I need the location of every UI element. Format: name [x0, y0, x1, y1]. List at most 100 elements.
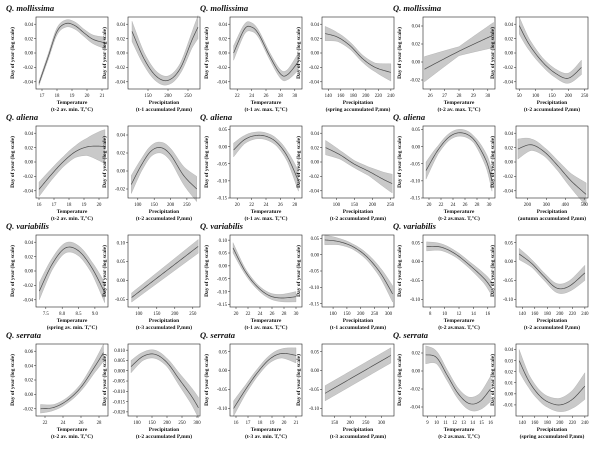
y-tick-label: -0.02	[217, 66, 228, 71]
subplot-17: Q. variabilis 8 10 12 14 16 -0.10 -0.05 0.00 0.05…	[393, 221, 496, 331]
y-axis-label: Day of year (log scale)	[101, 27, 108, 79]
x-axis-label: Precipitation	[343, 209, 373, 215]
subplot-15: Q. variabilis 20 22 24 26 28 30 -0.15 -0.10 -0.05…	[200, 221, 303, 331]
y-tick-label: 0.00	[117, 279, 126, 284]
x-tick-label: 160	[531, 421, 539, 426]
y-tick-label: 0.02	[505, 37, 514, 42]
x-tick-label: 200	[565, 94, 573, 99]
y-tick-label: 0.02	[219, 37, 228, 42]
species-title: Q. mollissima	[6, 3, 55, 13]
subplot-16: 100 150 200 250 300 -0.15 -0.10 -0.05 0.00 0.05 Pr…	[295, 234, 395, 331]
x-axis-sublabel: (spring accumulated P,mm)	[520, 433, 585, 440]
x-tick-label: 220	[569, 312, 577, 317]
species-title: Q. aliena	[200, 112, 233, 122]
confidence-band	[233, 347, 297, 417]
x-axis-label: Precipitation	[149, 318, 179, 324]
y-tick-label: -0.005	[113, 380, 126, 385]
x-tick-label: 22	[249, 203, 254, 208]
x-tick-label: 7.5	[43, 312, 50, 317]
y-tick-label: 0.02	[25, 379, 34, 384]
x-tick-label: 250	[184, 94, 192, 99]
y-tick-label: -0.10	[217, 180, 228, 185]
y-tick-label: 0.02	[25, 255, 34, 260]
x-tick-label: 21	[100, 94, 105, 99]
subplot-2: 150 200 250 -0.04 -0.02 0.00 0.02 0.04 Precipita…	[101, 15, 201, 113]
species-title: Q. serrata	[200, 330, 236, 340]
fitted-curve	[232, 247, 297, 299]
y-tick-label: 0.05	[505, 241, 514, 246]
y-tick-label: 0.02	[505, 370, 514, 375]
y-axis-label: Day of year (log scale)	[101, 245, 108, 297]
fitted-curve	[38, 22, 106, 84]
species-title: Q. aliena	[393, 112, 426, 122]
y-tick-label: -0.10	[309, 286, 320, 291]
y-tick-label: 0.02	[25, 146, 34, 151]
confidence-band	[517, 137, 587, 207]
x-axis-sublabel: (spring av. min. T,°C)	[47, 324, 98, 331]
fitted-curve	[518, 25, 582, 79]
x-axis-sublabel: (t-2 av.max. T,°C)	[438, 433, 480, 440]
x-tick-label: 12	[452, 421, 457, 426]
x-tick-label: 19	[270, 421, 275, 426]
y-tick-label: -0.05	[410, 279, 421, 284]
y-axis-label: Day of year (log scale)	[203, 136, 210, 188]
fitted-curve	[38, 145, 106, 190]
y-tick-label: 0.00	[505, 52, 514, 57]
x-tick-label: 150	[548, 94, 556, 99]
subplot-18: 140 160 180 200 220 240 -0.10 -0.05 0.00 0.05 Prec…	[489, 234, 589, 331]
y-axis-label: Day of year (log scale)	[101, 354, 108, 406]
y-tick-label: 0.02	[117, 37, 126, 42]
fitted-curve	[518, 360, 586, 406]
x-axis-label: Temperature	[444, 100, 475, 106]
confidence-band	[38, 19, 106, 86]
x-tick-label: 22	[235, 94, 240, 99]
y-tick-label: 0.00	[219, 145, 228, 150]
x-tick-label: 200	[171, 312, 179, 317]
subplot-6: 50 100 150 200 250 -0.04 -0.02 0.00 0.02 0.04 Prec…	[489, 16, 589, 113]
y-axis-label: Day of year (log scale)	[396, 136, 403, 188]
y-axis-label: Day of year (log scale)	[396, 245, 403, 297]
x-tick-label: 160	[337, 94, 345, 99]
y-tick-label: 0.02	[412, 43, 421, 48]
x-tick-label: 20	[235, 203, 240, 208]
y-axis-label: Day of year (log scale)	[101, 136, 108, 188]
x-axis-sublabel: (t-3 av. min. T,°C)	[245, 433, 287, 440]
x-axis-label: Precipitation	[537, 427, 567, 433]
plot-frame	[229, 343, 303, 417]
y-tick-label: 0.02	[311, 37, 320, 42]
y-tick-label: -0.04	[309, 81, 320, 86]
subplot-8: 100 150 200 250 -0.02 0.00 0.02 0.04 Precipitati…	[101, 125, 201, 222]
x-tick-label: 14	[470, 421, 475, 426]
y-axis-label: Day of year (log scale)	[203, 354, 210, 406]
x-tick-label: 50	[517, 94, 522, 99]
x-tick-label: 20	[234, 312, 239, 317]
x-tick-label: 200	[167, 203, 175, 208]
fitted-curve	[517, 144, 587, 195]
y-tick-label: 0.10	[117, 241, 126, 246]
x-tick-label: 250	[387, 203, 395, 208]
y-tick-label: 0.05	[311, 350, 320, 355]
confidence-band	[324, 234, 393, 303]
x-axis-sublabel: (t-3 accumulated P,mm)	[330, 433, 386, 440]
x-axis-sublabel: (t-1 accumulated P,mm)	[330, 324, 386, 331]
subplot-19: Q. serrata 22 24 26 28 -0.02 0.00 0.02 0.04 0.06 T…	[6, 330, 109, 440]
y-tick-label: 0.10	[219, 239, 228, 244]
confidence-band	[519, 16, 582, 84]
x-tick-label: 22	[43, 421, 48, 426]
x-axis-sublabel: (t-2 av. max. T,°C)	[438, 106, 481, 113]
confidence-band	[130, 349, 199, 419]
subplot-22: 150 200 250 300 -0.10 -0.05 0.00 0.05 Precipitat…	[295, 343, 395, 440]
x-axis-label: Temperature	[444, 427, 475, 433]
y-tick-label: -0.04	[309, 190, 320, 195]
confidence-band	[131, 141, 197, 203]
x-tick-label: 250	[581, 94, 589, 99]
x-axis-label: Precipitation	[537, 100, 567, 106]
plot-frame	[422, 125, 496, 199]
x-tick-label: 28	[97, 421, 102, 426]
x-tick-label: 30	[292, 94, 297, 99]
x-tick-label: 18	[55, 94, 60, 99]
y-tick-label: -0.02	[410, 388, 421, 393]
plot-frame	[422, 343, 496, 417]
species-title: Q. serrata	[6, 330, 42, 340]
x-axis-label: Precipitation	[149, 100, 179, 106]
